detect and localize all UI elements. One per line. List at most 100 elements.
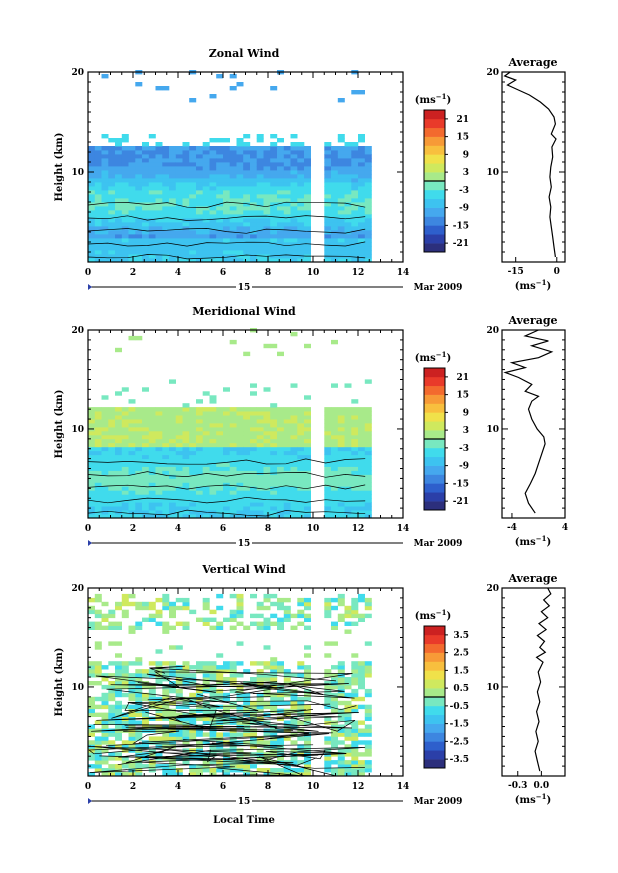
heat-cell (175, 454, 183, 459)
heat-cell (182, 665, 190, 670)
heat-cell (263, 645, 271, 650)
heat-cell (121, 661, 129, 666)
colorbar-segment (424, 679, 445, 689)
heat-cell (142, 482, 149, 487)
heat-cell (189, 681, 197, 686)
heat-cell (364, 222, 372, 227)
heat-cell (297, 202, 305, 207)
heat-cell (216, 593, 224, 599)
heat-cell (189, 462, 197, 467)
heat-cell (155, 470, 163, 475)
heat-cell (135, 198, 143, 203)
x-tick-label: 8 (265, 524, 271, 534)
heat-cell (256, 178, 264, 183)
heat-cell (115, 170, 122, 175)
heat-cell (121, 411, 129, 416)
heat-cell (101, 254, 109, 259)
colorbar-tick-label: 2.5 (453, 649, 469, 659)
heat-cell (128, 438, 136, 444)
heat-cell (169, 246, 176, 251)
heat-cell (216, 250, 224, 255)
panel-title: Vertical Wind (201, 563, 286, 576)
heat-cell (209, 419, 217, 424)
heat-cell (216, 688, 224, 694)
heat-cell (304, 462, 311, 467)
heat-cell (337, 681, 345, 686)
heat-cell (216, 174, 224, 179)
heat-cell (216, 423, 224, 428)
heat-cell (189, 720, 197, 725)
heat-cell (148, 740, 156, 745)
heat-cell (344, 411, 352, 416)
heat-cell (162, 170, 170, 175)
date-label-bg (236, 537, 252, 547)
heat-cell (182, 419, 190, 424)
heat-cell (121, 186, 129, 191)
heat-cell (304, 494, 311, 499)
heat-cell (169, 605, 176, 611)
heat-cell (142, 214, 149, 219)
colorbar-segment (424, 447, 445, 458)
heat-cell (277, 250, 284, 255)
heat-cell (94, 162, 102, 167)
heat-cell (358, 458, 365, 463)
heat-cell (236, 426, 244, 432)
heat-cell (263, 230, 271, 235)
heat-cell (108, 681, 116, 686)
heat-cell (175, 621, 183, 626)
heat-cell (148, 186, 156, 191)
heat-cell (209, 617, 217, 622)
heat-cell (169, 681, 176, 686)
heat-cell (182, 142, 190, 147)
heat-cell (351, 258, 359, 263)
heat-cell (223, 194, 230, 199)
heat-cell (243, 490, 251, 495)
heat-cell (155, 506, 163, 511)
heat-cell (364, 760, 372, 765)
heat-cell (229, 407, 237, 412)
heat-cell (223, 434, 230, 440)
heat-cell (142, 454, 149, 459)
heat-cell (358, 178, 365, 183)
heat-cell (121, 486, 129, 491)
heat-cell (277, 494, 284, 499)
heat-cell (297, 601, 305, 607)
heat-cell (202, 419, 210, 424)
heat-cell (256, 150, 264, 155)
x-tick-label: 12 (352, 268, 365, 278)
heat-cell (169, 150, 176, 155)
heat-cell (263, 411, 271, 416)
heat-cell (277, 174, 284, 179)
heat-cell (155, 166, 163, 171)
heat-cell (256, 446, 264, 452)
heat-cell (155, 764, 163, 769)
heat-cell (115, 684, 122, 690)
heat-cell (189, 514, 197, 519)
heat-cell (202, 206, 210, 211)
heat-cell (202, 502, 210, 507)
heat-cell (169, 198, 176, 203)
heat-cell (202, 230, 210, 235)
heat-cell (270, 407, 278, 412)
heat-cell (128, 474, 136, 479)
heat-cell (101, 502, 109, 507)
heat-cell (148, 430, 156, 436)
heat-cell (101, 419, 109, 424)
y-tick-label: 20 (71, 584, 84, 594)
heat-cell (142, 170, 149, 175)
heat-cell (364, 194, 372, 199)
heat-cell (162, 478, 170, 483)
heat-cell (209, 510, 217, 515)
heat-cell (128, 154, 136, 159)
heat-cell (196, 772, 203, 777)
heat-cell (148, 684, 156, 690)
heat-cell (101, 170, 109, 175)
heat-cell (229, 146, 237, 151)
heat-cell (304, 625, 311, 630)
heat-cell (142, 470, 149, 475)
heat-cell (121, 442, 129, 448)
heat-cell (358, 90, 365, 95)
heat-cell (324, 430, 332, 436)
heat-cell (121, 601, 129, 607)
heat-cell (88, 597, 95, 603)
